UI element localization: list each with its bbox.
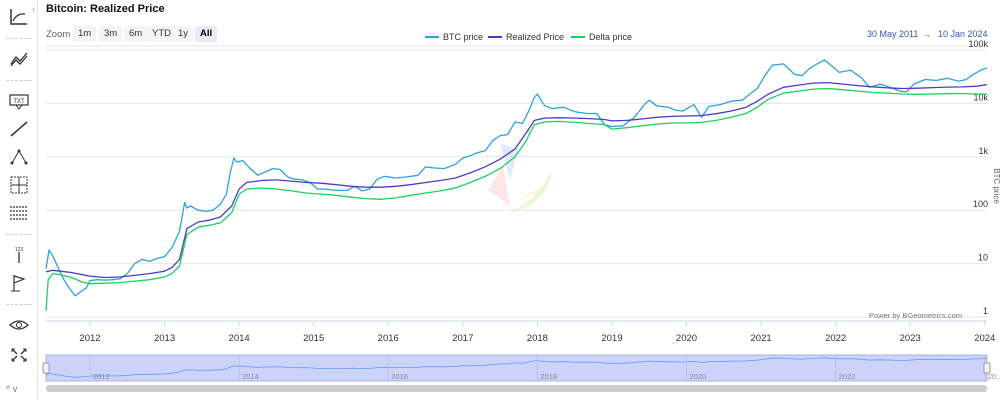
x-tick-label: 2023 (900, 333, 921, 344)
legend-label: BTC price (443, 32, 484, 42)
legend-item[interactable]: Delta price (571, 32, 632, 42)
y-tick-label: 100 (973, 199, 988, 209)
toolbar-divider (6, 38, 32, 39)
range-to-date[interactable]: 10 Jan 2024 (938, 29, 988, 39)
crosshair-measure-icon[interactable] (6, 174, 32, 196)
legend-item[interactable]: BTC price (425, 32, 483, 42)
navigator-tick-label: 2020 (690, 372, 707, 381)
zoom-label: Zoom (46, 29, 71, 40)
navigator-scrollbar[interactable] (46, 385, 987, 392)
navigator-tick-label: 2012 (93, 372, 110, 381)
x-tick-label: 2018 (527, 333, 548, 344)
x-tick-label: 2017 (452, 333, 473, 344)
navigator-tick-label: 20.. (988, 372, 1001, 381)
navigator-selected-range[interactable] (45, 354, 988, 382)
toolbar-divider (6, 234, 32, 235)
x-tick-label: 2022 (825, 333, 846, 344)
legend-label: Delta price (589, 32, 633, 42)
zoom-button-ytd[interactable]: YTD (147, 26, 176, 42)
navigator-tick-label: 2018 (540, 372, 557, 381)
x-tick-label: 2020 (676, 333, 697, 344)
vertical-counter-icon[interactable]: 123 (6, 244, 32, 266)
zoom-button-3m[interactable]: 3m (99, 26, 123, 42)
x-tick-label: 2016 (378, 333, 399, 344)
x-tick-label: 2014 (229, 333, 250, 344)
legend-swatch (571, 36, 585, 38)
flag-icon[interactable] (6, 272, 32, 294)
table-icon[interactable] (6, 202, 32, 224)
series-line-delta-price[interactable] (45, 87, 988, 311)
watermark-logo (488, 143, 552, 214)
y-tick-label: 10 (978, 253, 988, 263)
x-tick-label: 2015 (303, 333, 324, 344)
y-tick-label: 1 (983, 306, 988, 316)
navigator-tick-label: 2022 (839, 372, 856, 381)
y-axis-title: BTC price (992, 168, 1001, 204)
zoom-button-1m[interactable]: 1m (73, 26, 97, 42)
toolbar-divider (6, 80, 32, 81)
navigator-series-line (45, 357, 988, 378)
x-tick-label: 2012 (79, 333, 100, 344)
toolbar-divider (6, 304, 32, 305)
credit-text: Power by BGeometrics.com (869, 311, 962, 320)
line-icon[interactable] (6, 118, 32, 140)
navigator-handle[interactable] (42, 362, 50, 374)
x-tick-label: 2019 (601, 333, 622, 344)
collapse-toolbar-icon[interactable]: ‹ (32, 4, 35, 14)
toolbar-scroll-arrows[interactable]: ^ v (6, 384, 18, 394)
range-from-date[interactable]: 30 May 2011 (867, 29, 919, 39)
navigator-tick-label: 2016 (391, 372, 408, 381)
legend-swatch (425, 36, 439, 38)
fibonacci-icon[interactable] (6, 146, 32, 168)
drawing-toolbar: ‹ TXT 123 (0, 0, 38, 400)
y-tick-label: 100k (968, 39, 988, 49)
legend-swatch (488, 36, 502, 38)
eye-toggle-icon[interactable] (6, 314, 32, 336)
text-annotation-icon[interactable]: TXT (6, 90, 32, 112)
chart-title: Bitcoin: Realized Price (46, 3, 165, 15)
y-tick-label: 10k (973, 92, 988, 102)
x-tick-label: 2013 (154, 333, 175, 344)
svg-text:TXT: TXT (13, 99, 25, 105)
x-tick-label: 2024 (974, 333, 995, 344)
legend-item[interactable]: Realized Price (488, 32, 564, 42)
legend-label: Realized Price (506, 32, 565, 42)
zoom-button-1y[interactable]: 1y (173, 26, 194, 42)
range-arrow-icon: → (922, 29, 931, 39)
navigator-tick-label: 2014 (242, 372, 259, 381)
fullscreen-icon[interactable] (6, 344, 32, 366)
y-tick-label: 1k (978, 146, 988, 156)
trend-lines-icon[interactable] (6, 48, 32, 70)
zoom-button-all[interactable]: All (195, 26, 218, 42)
x-tick-label: 2021 (751, 333, 772, 344)
zoom-button-6m[interactable]: 6m (124, 26, 148, 42)
navigator-handle[interactable] (983, 362, 991, 374)
series-line-btc-price[interactable] (45, 59, 988, 297)
series-line-realized-price[interactable] (45, 81, 988, 279)
indicator-icon[interactable] (6, 6, 32, 28)
svg-text:123: 123 (15, 247, 24, 253)
